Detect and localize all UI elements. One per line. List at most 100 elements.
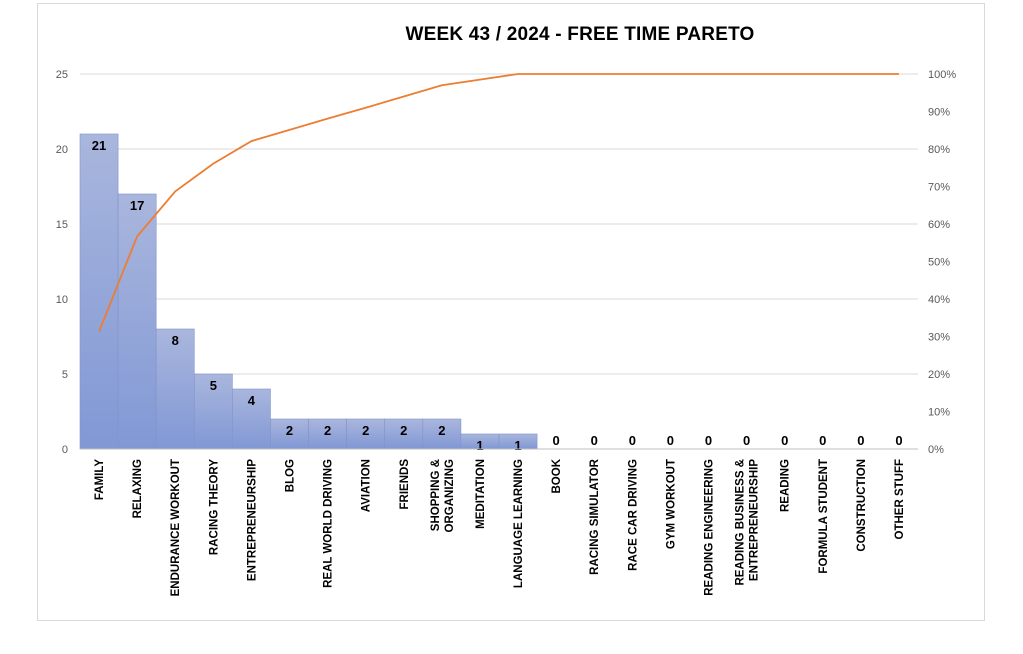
category-label-line: RELAXING xyxy=(132,459,144,518)
category-label-line: BLOG xyxy=(285,459,297,492)
category-label-line: FORMULA STUDENT xyxy=(818,459,830,574)
bar xyxy=(155,328,195,450)
category-label: AVIATION xyxy=(361,459,373,512)
chart-title: WEEK 43 / 2024 - FREE TIME PARETO xyxy=(405,24,755,45)
data-label: 0 xyxy=(591,433,598,448)
category-label: READING BUSINESS & ENTREPRENEURSHIP xyxy=(735,459,761,586)
category-label-line: READING xyxy=(780,459,792,512)
y2-tick-label: 30% xyxy=(928,332,950,344)
data-label: 0 xyxy=(553,433,560,448)
category-label: SHOPPING & ORGANIZING xyxy=(430,459,456,533)
bar xyxy=(117,193,157,450)
category-label: RELAXING xyxy=(132,459,144,518)
data-label: 0 xyxy=(857,433,864,448)
category-label-line: GYM WORKOUT xyxy=(665,459,677,549)
category-label: FORMULA STUDENT xyxy=(818,459,830,574)
bar xyxy=(232,388,271,450)
category-label-line: READING BUSINESS & xyxy=(735,459,747,586)
category-label: RACE CAR DRIVING xyxy=(627,459,639,571)
data-label: 17 xyxy=(130,198,144,213)
y2-tick-label: 10% xyxy=(928,407,950,419)
category-label: GYM WORKOUT xyxy=(665,459,677,549)
category-label: FRIENDS xyxy=(399,459,411,510)
data-label: 0 xyxy=(629,433,636,448)
bars xyxy=(79,133,538,450)
category-label-line: RACING THEORY xyxy=(208,459,220,555)
cumulative-percent-line xyxy=(98,73,899,332)
data-label: 4 xyxy=(248,393,256,408)
category-label: LANGUAGE LEARNING xyxy=(513,459,525,588)
category-label-line: ENDURANCE WORKOUT xyxy=(170,459,182,596)
category-label: READING xyxy=(780,459,792,512)
y-tick-label: 20 xyxy=(56,144,68,156)
data-label: 0 xyxy=(895,433,902,448)
category-label: BOOK xyxy=(551,458,563,493)
category-label: READING ENGINEERING xyxy=(704,459,716,596)
data-label: 2 xyxy=(324,423,331,438)
data-label: 5 xyxy=(210,378,217,393)
data-label: 1 xyxy=(476,438,483,453)
y2-tick-label: 70% xyxy=(928,182,950,194)
category-label-line: MEDITATION xyxy=(475,459,487,529)
bar xyxy=(270,418,309,450)
category-label: CONSTRUCTION xyxy=(856,459,868,552)
cumulative-line xyxy=(98,73,899,332)
data-label: 2 xyxy=(400,423,407,438)
category-label-line: ENTREPRENEURSHIP xyxy=(246,459,258,581)
category-label-line: READING ENGINEERING xyxy=(704,459,716,596)
category-label-line: REAL WORLD DRIVING xyxy=(323,459,335,588)
category-label-line: ORGANIZING xyxy=(444,459,456,533)
category-label-line: OTHER STUFF xyxy=(894,459,906,540)
data-label: 2 xyxy=(362,423,369,438)
category-label: FAMILY xyxy=(94,459,106,500)
data-label: 0 xyxy=(819,433,826,448)
y2-tick-label: 50% xyxy=(928,257,950,269)
category-label-line: BOOK xyxy=(551,458,563,493)
category-label-line: SHOPPING & xyxy=(430,459,442,531)
category-label-line: LANGUAGE LEARNING xyxy=(513,459,525,588)
y2-tick-label: 0% xyxy=(928,444,944,456)
y-tick-label: 5 xyxy=(62,369,68,381)
data-label: 0 xyxy=(781,433,788,448)
category-label-line: RACING SIMULATOR xyxy=(589,458,601,575)
category-label-line: CONSTRUCTION xyxy=(856,459,868,552)
bar xyxy=(193,373,233,450)
data-label: 0 xyxy=(743,433,750,448)
category-label-line: FAMILY xyxy=(94,459,106,500)
y-tick-label: 25 xyxy=(56,69,68,81)
category-label: RACING SIMULATOR xyxy=(589,458,601,575)
chart-area xyxy=(37,3,985,621)
data-label: 1 xyxy=(514,438,521,453)
category-label-line: FRIENDS xyxy=(399,459,411,510)
category-label-line: ENTREPRENEURSHIP xyxy=(749,459,761,581)
y-tick-label: 10 xyxy=(56,294,68,306)
y2-tick-label: 20% xyxy=(928,369,950,381)
y2-tick-label: 80% xyxy=(928,144,950,156)
data-label: 2 xyxy=(438,423,445,438)
category-label: MEDITATION xyxy=(475,459,487,529)
category-label: ENTREPRENEURSHIP xyxy=(246,459,258,581)
y2-tick-label: 40% xyxy=(928,294,950,306)
bar xyxy=(384,418,424,450)
data-label: 21 xyxy=(92,138,106,153)
data-label: 0 xyxy=(705,433,712,448)
axes: 05101520250%10%20%30%40%50%60%70%80%90%1… xyxy=(56,69,957,596)
bar xyxy=(79,133,119,450)
y2-tick-label: 100% xyxy=(928,69,956,81)
y-tick-label: 0 xyxy=(62,444,68,456)
category-label: BLOG xyxy=(285,459,297,492)
category-label: REAL WORLD DRIVING xyxy=(323,459,335,588)
y2-tick-label: 60% xyxy=(928,219,950,231)
category-label: ENDURANCE WORKOUT xyxy=(170,459,182,596)
category-label-line: AVIATION xyxy=(361,459,373,512)
y-tick-label: 15 xyxy=(56,219,68,231)
y2-tick-label: 90% xyxy=(928,107,950,119)
category-label: RACING THEORY xyxy=(208,459,220,555)
data-label: 0 xyxy=(667,433,674,448)
data-label: 8 xyxy=(172,333,179,348)
data-label: 2 xyxy=(286,423,293,438)
category-label: OTHER STUFF xyxy=(894,459,906,540)
category-label-line: RACE CAR DRIVING xyxy=(627,459,639,571)
